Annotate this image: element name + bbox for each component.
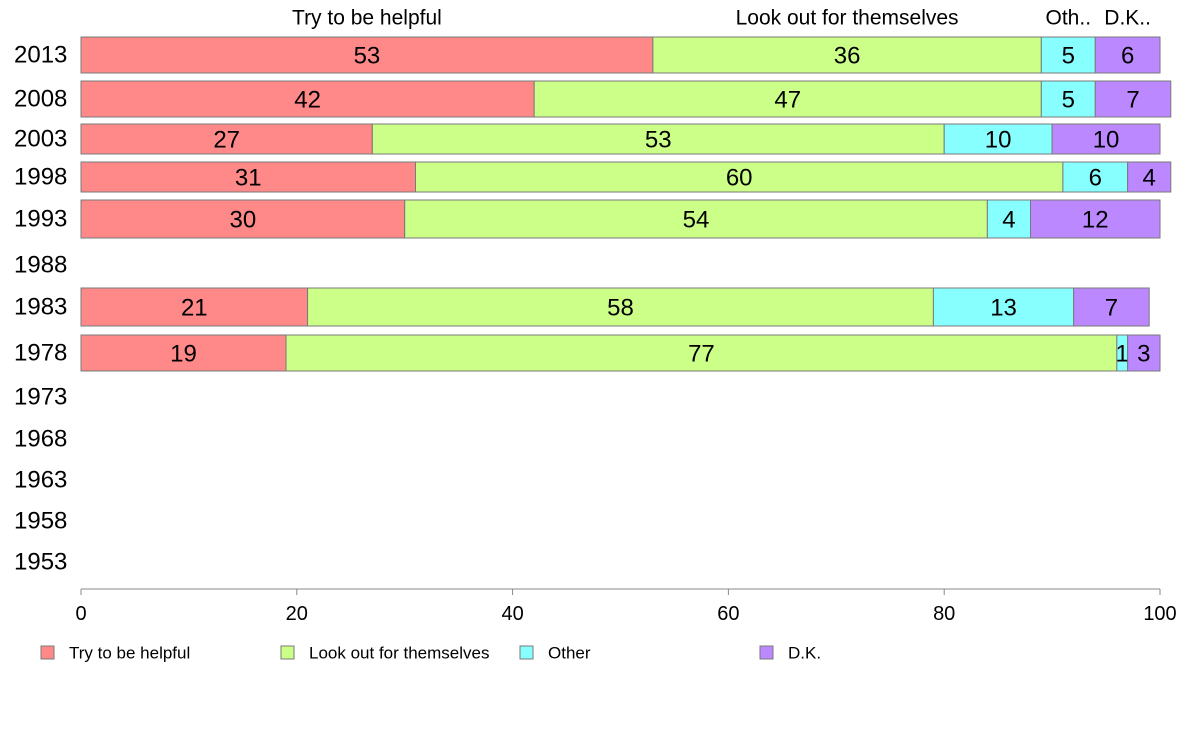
y-tick-label: 1988 — [14, 252, 67, 279]
y-tick-label: 1998 — [14, 164, 67, 191]
bar-value-label: 27 — [213, 127, 240, 154]
y-tick-label: 1993 — [14, 206, 67, 233]
column-header: D.K.. — [1104, 7, 1151, 30]
legend-label: Look out for themselves — [309, 644, 489, 663]
bar-segment — [1127, 334, 1161, 372]
legend-swatch — [519, 645, 534, 660]
bar-value-label: 58 — [607, 295, 634, 322]
bar-value-label: 3 — [1137, 341, 1150, 368]
y-tick-label: 2008 — [14, 86, 67, 113]
y-tick-label: 2003 — [14, 126, 67, 153]
bar-segment — [1030, 199, 1161, 239]
bar-segment — [1051, 123, 1161, 155]
bar-segment — [80, 123, 373, 155]
bar-value-label: 10 — [1093, 127, 1120, 154]
bar-value-label: 30 — [229, 207, 256, 234]
bar-segment — [1073, 287, 1150, 327]
bar-value-label: 7 — [1126, 87, 1139, 114]
bar-value-label: 4 — [1002, 207, 1015, 234]
bar-segment — [1040, 36, 1096, 74]
x-tick-label: 80 — [933, 603, 955, 625]
bar-segment — [307, 287, 934, 327]
bar-value-label: 5 — [1062, 43, 1075, 70]
bar-segment — [1094, 80, 1172, 118]
column-headers: Try to be helpful Look out for themselves… — [292, 7, 1151, 30]
y-tick-label: 1978 — [14, 340, 67, 367]
legend-label: Other — [548, 644, 591, 663]
legend-swatch — [280, 645, 295, 660]
bar-value-label: 47 — [774, 87, 801, 114]
y-tick-label: 1953 — [14, 549, 67, 576]
bar-value-label: 1 — [1116, 341, 1129, 368]
bar-value-label: 53 — [645, 127, 672, 154]
bar-segment — [371, 123, 945, 155]
bar-segment — [932, 287, 1075, 327]
bar-segment — [404, 199, 988, 239]
legend-label: D.K. — [788, 644, 821, 663]
legend-label: Try to be helpful — [69, 644, 190, 663]
bar-segment — [80, 334, 287, 372]
x-tick-label: 40 — [501, 603, 523, 625]
bar-segment — [80, 287, 309, 327]
legend-swatch — [759, 645, 774, 660]
bar-value-label: 7 — [1105, 295, 1118, 322]
bar-value-label: 42 — [294, 87, 321, 114]
bar-segment — [80, 161, 416, 193]
x-tick-label: 100 — [1143, 603, 1176, 625]
bar-value-label: 21 — [181, 295, 208, 322]
bar-value-label: 77 — [688, 341, 715, 368]
legend-swatch — [40, 645, 55, 660]
x-axis: 0 20 40 60 80 100 — [75, 588, 1177, 625]
column-header: Look out for themselves — [736, 7, 959, 30]
bar-value-label: 6 — [1089, 165, 1102, 192]
y-tick-label: 2013 — [14, 42, 67, 69]
x-tick-label: 0 — [75, 603, 86, 625]
y-axis-labels: 2013 2008 2003 1998 1993 1988 1983 1978 1973 1968… — [14, 42, 67, 576]
bar-segment — [80, 199, 406, 239]
bar-value-label: 60 — [726, 165, 753, 192]
bar-value-label: 12 — [1082, 207, 1109, 234]
bar-value-label: 5 — [1062, 87, 1075, 114]
bar-segment — [1127, 161, 1172, 193]
y-tick-label: 1958 — [14, 508, 67, 535]
bar-segment — [80, 36, 654, 74]
bar-segment — [652, 36, 1042, 74]
column-header: Try to be helpful — [292, 7, 442, 30]
bar-segment — [414, 161, 1064, 193]
bar-value-label: 31 — [235, 165, 262, 192]
bar-value-label: 36 — [834, 43, 861, 70]
bar-segment — [80, 80, 535, 118]
legend: Try to be helpful Look out for themselves… — [40, 644, 821, 663]
y-tick-label: 1983 — [14, 294, 67, 321]
y-tick-label: 1968 — [14, 426, 67, 453]
bar-segment — [1040, 80, 1096, 118]
bar-segment — [986, 199, 1032, 239]
bar-segment — [533, 80, 1042, 118]
bar-value-label: 4 — [1143, 165, 1156, 192]
bar-value-label: 13 — [990, 295, 1017, 322]
y-tick-label: 1963 — [14, 467, 67, 494]
bar-value-label: 54 — [683, 207, 710, 234]
y-tick-label: 1973 — [14, 384, 67, 411]
bar-value-label: 6 — [1121, 43, 1134, 70]
bar-value-label: 19 — [170, 341, 197, 368]
x-tick-label: 20 — [286, 603, 308, 625]
bar-segment — [1094, 36, 1161, 74]
x-tick-label: 60 — [717, 603, 739, 625]
bar-value-label: 10 — [985, 127, 1012, 154]
column-header: Oth.. — [1046, 7, 1092, 30]
bar-value-label: 53 — [354, 43, 381, 70]
